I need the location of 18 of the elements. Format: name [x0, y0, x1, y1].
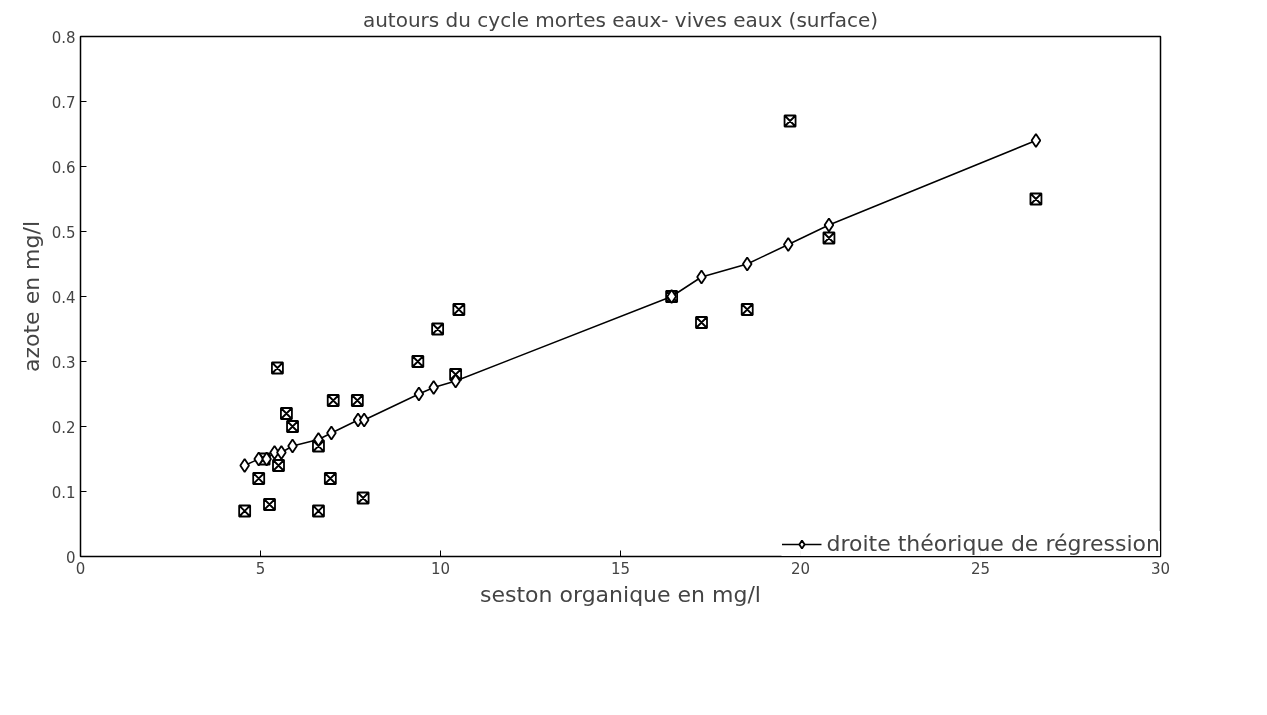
y-tick-label: 0.4: [51, 288, 76, 307]
x-tick-label: 15: [610, 559, 631, 578]
x-tick-label: 25: [970, 559, 991, 578]
x-tick-label: 10: [430, 559, 451, 578]
y-tick-label: 0.7: [51, 93, 76, 112]
y-tick-label: 0.3: [51, 353, 76, 372]
y-tick-label: 0.8: [51, 28, 76, 47]
y-tick-label: 0.1: [51, 483, 76, 502]
y-tick-label: 0.2: [51, 418, 76, 437]
y-axis-title: azote en mg/l: [18, 220, 44, 373]
legend-label: droite théorique de régression: [826, 531, 1160, 556]
x-tick-label: 20: [790, 559, 811, 578]
y-tick-label: 0.6: [51, 158, 76, 177]
x-tick-label: 5: [255, 559, 266, 578]
x-axis-title: seston organique en mg/l: [480, 581, 761, 607]
x-tick-label: 30: [1150, 559, 1171, 578]
y-tick-label: 0.5: [51, 223, 76, 242]
chart-title: autours du cycle mortes eaux- vives eaux (surface): [362, 7, 879, 32]
